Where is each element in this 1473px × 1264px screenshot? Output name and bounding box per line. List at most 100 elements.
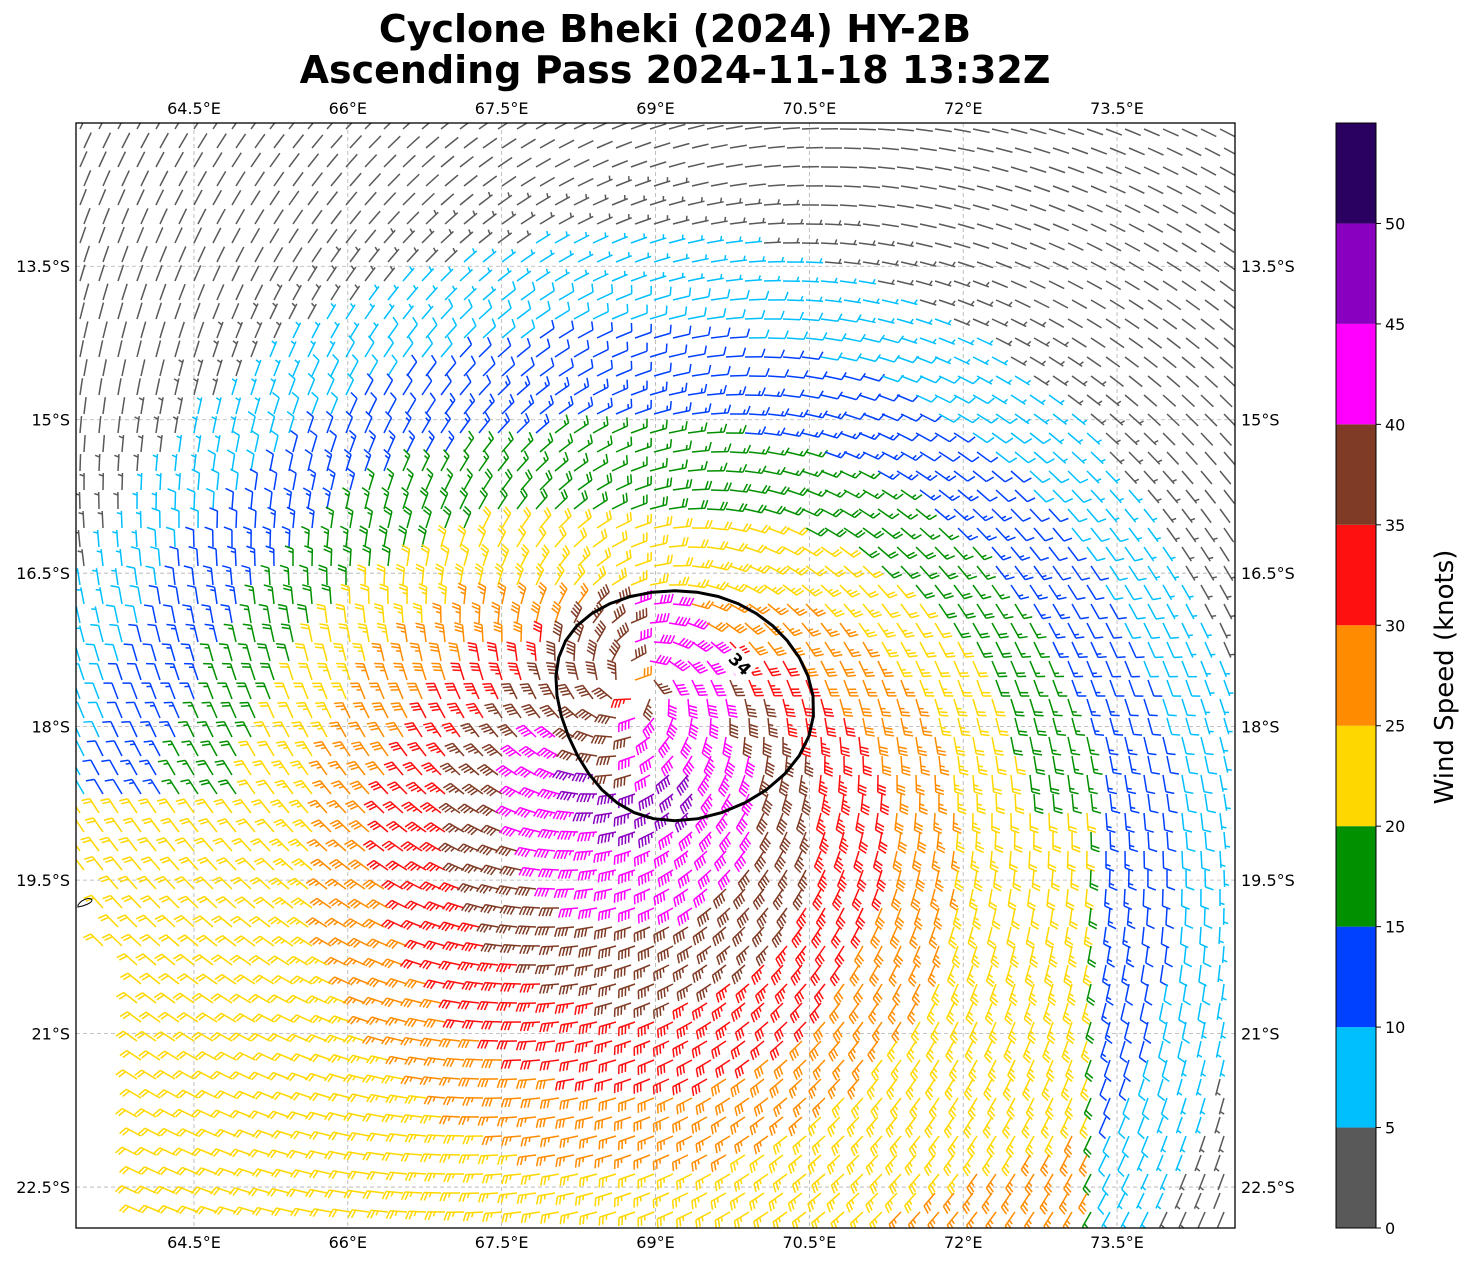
wind-barb [474, 563, 484, 586]
wind-barb [843, 717, 856, 737]
wind-barb [1204, 641, 1216, 658]
wind-barb [630, 494, 648, 510]
wind-barb [1105, 850, 1115, 872]
wind-barb [957, 755, 969, 776]
wind-barb [729, 144, 747, 149]
wind-barb [1219, 584, 1232, 601]
wind-barb [521, 703, 541, 719]
wind-barb [896, 660, 913, 678]
wind-barb [618, 1021, 636, 1037]
wind-barb [1223, 489, 1235, 504]
wind-barb [438, 1115, 461, 1125]
wind-barb [232, 1090, 256, 1100]
wind-barb [634, 627, 652, 643]
wind-barb [968, 1059, 978, 1082]
wind-barb [425, 209, 439, 225]
wind-barb [991, 128, 1009, 134]
wind-barb [1216, 1211, 1225, 1228]
wind-barb [330, 780, 351, 795]
wind-barb [1218, 1135, 1225, 1153]
wind-barb [105, 740, 123, 757]
wind-barb [364, 303, 376, 320]
wind-barb [1200, 888, 1210, 910]
wind-barb [653, 400, 672, 415]
wind-barb [388, 741, 408, 757]
wind-barb [118, 1204, 142, 1214]
wind-barb [885, 1154, 898, 1176]
wind-barb [462, 505, 472, 529]
wind-barb [253, 721, 271, 738]
wind-barb [459, 266, 474, 282]
wind-barb [520, 356, 535, 377]
wind-barb [327, 1015, 351, 1025]
wind-barb [1009, 945, 1019, 969]
wind-barb [520, 211, 536, 225]
wind-barb [801, 622, 822, 637]
wind-barb [613, 1040, 632, 1055]
wind-barb [499, 904, 522, 915]
wind-barb [1086, 660, 1103, 678]
wind-barb [573, 269, 590, 282]
wind-barb [630, 160, 648, 168]
wind-barb [193, 378, 199, 396]
wind-barb [995, 489, 1017, 503]
wind-barb [725, 698, 738, 718]
wind-barb [820, 660, 838, 677]
wind-barb [947, 1173, 959, 1196]
wind-barb [991, 736, 1004, 756]
wind-barb [289, 760, 309, 776]
wind-barb [1159, 1173, 1168, 1191]
wind-barb [748, 256, 767, 263]
wind-barb [146, 526, 157, 548]
wind-barb [1043, 964, 1053, 987]
lon-tick-top: 67.5°E [475, 99, 529, 118]
wind-barb [1128, 527, 1143, 543]
wind-barb [555, 1192, 575, 1206]
wind-barb [1024, 1173, 1035, 1196]
wind-barb [985, 964, 995, 988]
wind-barb [953, 470, 976, 482]
wind-barb [718, 774, 730, 798]
wind-barb [763, 164, 781, 168]
wind-barb [1104, 1021, 1113, 1045]
wind-barb [801, 127, 820, 130]
wind-barb [1143, 128, 1160, 137]
wind-barb [1090, 717, 1105, 736]
wind-barb [916, 831, 927, 854]
wind-barb [497, 1154, 518, 1165]
wind-barb [881, 298, 899, 305]
wind-barb [488, 662, 503, 681]
wind-barb [1029, 736, 1043, 756]
wind-barb [739, 831, 752, 854]
wind-barb [729, 483, 752, 493]
wind-barb [365, 977, 389, 988]
colorbar-tick: 20 [1385, 817, 1405, 836]
wind-barb [1166, 527, 1180, 543]
title-line-1: Cyclone Bheki (2024) HY-2B [0, 7, 1350, 51]
wind-barb [843, 489, 866, 499]
wind-barb [1052, 299, 1069, 309]
wind-barb [830, 926, 841, 949]
wind-barb [1071, 375, 1088, 387]
wind-barb [797, 869, 808, 892]
wind-barb [653, 593, 674, 605]
wind-barb [159, 720, 176, 738]
wind-barb [349, 391, 358, 415]
wind-barb [285, 449, 294, 472]
wind-barb [1220, 1021, 1226, 1039]
wind-barb [565, 661, 579, 681]
wind-barb [520, 319, 536, 339]
wind-barb [402, 373, 413, 396]
wind-barb [1204, 185, 1221, 196]
wind-barb [767, 218, 786, 225]
wind-barb [637, 1173, 655, 1189]
wind-barb [216, 171, 227, 187]
wind-barb [1052, 603, 1071, 620]
wind-barb [919, 603, 939, 619]
wind-barb [976, 679, 992, 697]
wind-barb [83, 132, 92, 149]
wind-barb [900, 223, 918, 228]
wind-barb [1029, 242, 1046, 251]
wind-barb [554, 231, 571, 244]
wind-barb [594, 1040, 613, 1055]
